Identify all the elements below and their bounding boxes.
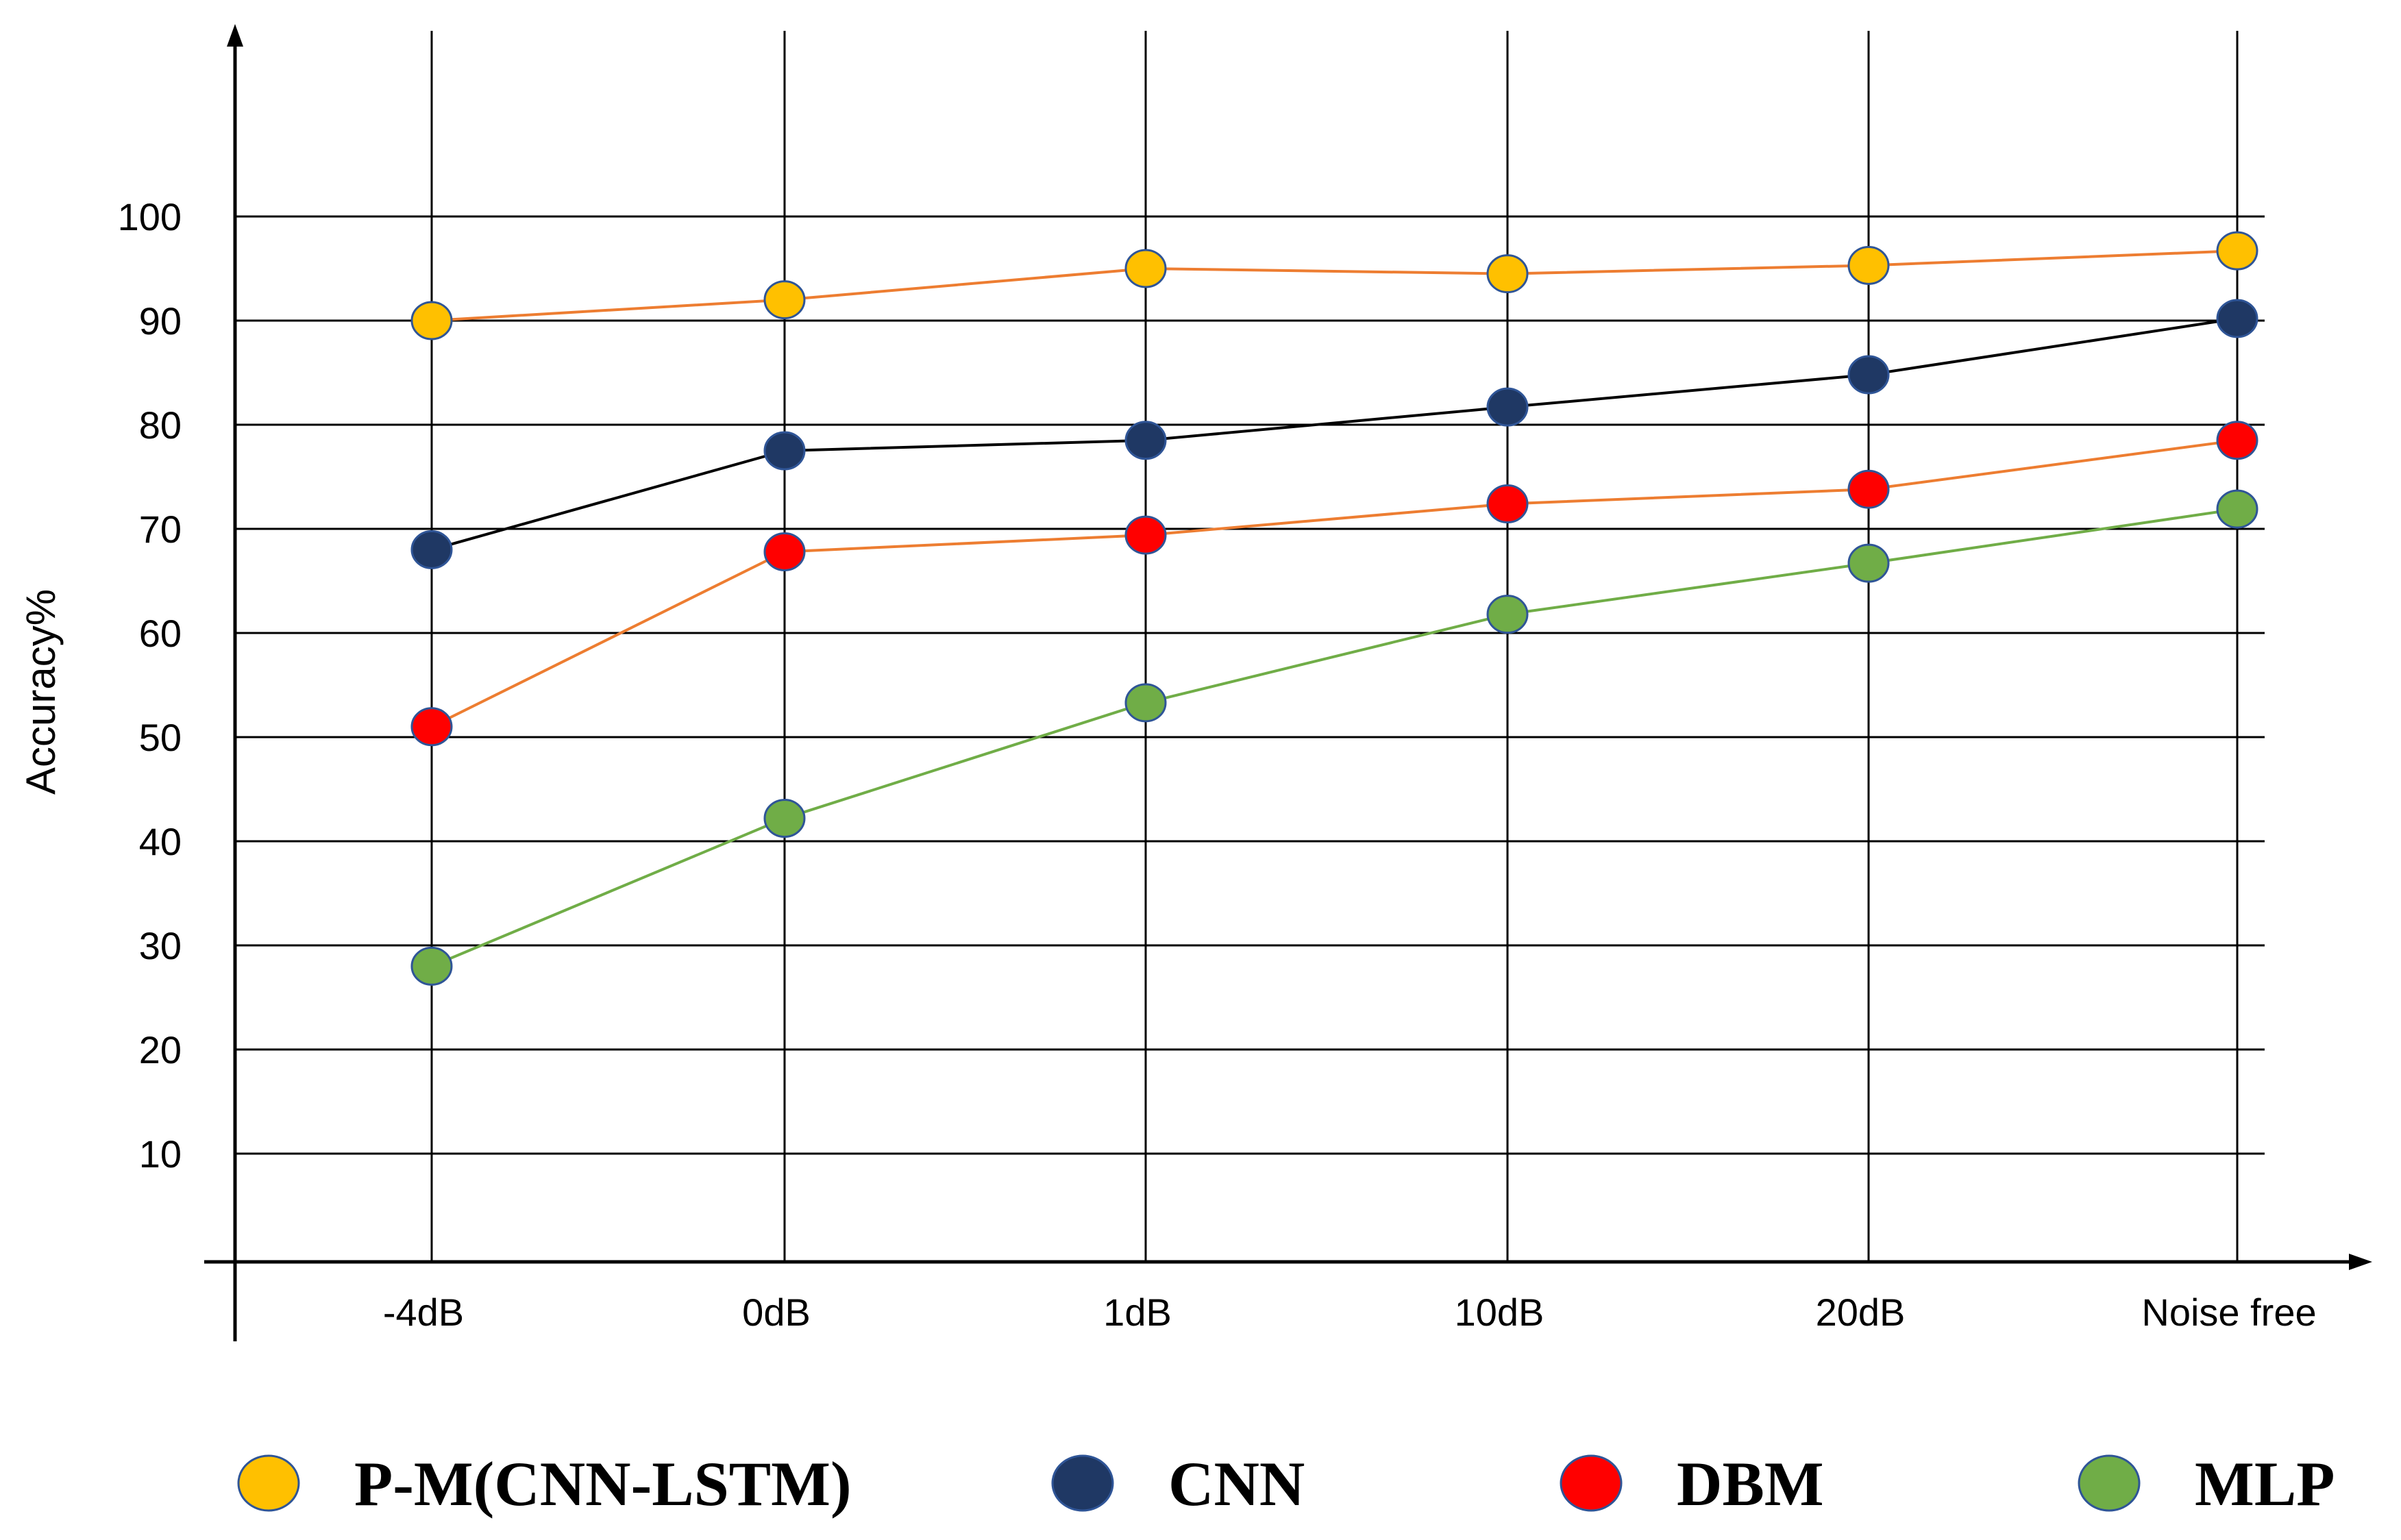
- series-3: [410, 489, 2258, 986]
- data-point: [410, 301, 453, 340]
- y-tick-label: 70: [139, 508, 182, 551]
- data-point: [2216, 489, 2258, 529]
- y-tick-label: 90: [139, 299, 182, 343]
- data-point: [763, 280, 806, 320]
- axes: [204, 24, 2372, 1341]
- y-tick-label: 10: [139, 1132, 182, 1176]
- legend-label: CNN: [1168, 1449, 1305, 1519]
- data-point: [1124, 421, 1167, 460]
- legend-label: MLP: [2195, 1449, 2335, 1519]
- y-tick-label: 60: [139, 612, 182, 655]
- series-line: [431, 438, 2238, 728]
- y-tick-label: 80: [139, 403, 182, 447]
- y-tick-label: 40: [139, 820, 182, 863]
- x-tick-labels: -4dB 0dB 1dB 10dB 20dB Noise free: [383, 1291, 2317, 1334]
- series-line: [431, 316, 2238, 551]
- legend-item: MLP: [2078, 1449, 2335, 1519]
- data-point: [763, 431, 806, 471]
- data-point: [1486, 595, 1529, 634]
- data-point: [410, 707, 453, 747]
- y-tick-label: 50: [139, 716, 182, 759]
- data-point: [1124, 249, 1167, 288]
- y-tick-label: 30: [139, 924, 182, 967]
- data-point: [1486, 484, 1529, 524]
- legend-label: DBM: [1677, 1449, 1824, 1519]
- data-point: [1847, 245, 1890, 285]
- data-point: [2216, 421, 2258, 460]
- y-tick-label: 100: [118, 195, 182, 238]
- series: [410, 231, 2258, 986]
- data-point: [1847, 469, 1890, 509]
- data-point: [1847, 543, 1890, 583]
- legend: P-M(CNN-LSTM) CNN DBM MLP: [237, 1449, 2335, 1519]
- grid: [235, 31, 2265, 1262]
- series-2: [410, 421, 2258, 747]
- y-tick-labels: 10 20 30 40 50 60 70 80 90 100: [118, 195, 182, 1176]
- legend-item: CNN: [1051, 1449, 1305, 1519]
- data-point: [2216, 231, 2258, 271]
- x-tick-label: 0dB: [742, 1291, 811, 1334]
- data-point: [1486, 387, 1529, 427]
- x-tick-label: -4dB: [383, 1291, 464, 1334]
- x-tick-label: 1dB: [1103, 1291, 1172, 1334]
- data-point: [1486, 254, 1529, 294]
- series-line: [431, 508, 2238, 968]
- data-point: [410, 530, 453, 569]
- x-tick-label: 10dB: [1455, 1291, 1544, 1334]
- x-axis-arrow: [2349, 1254, 2372, 1270]
- legend-marker: [237, 1454, 300, 1512]
- legend-marker: [1051, 1454, 1114, 1512]
- data-point: [1124, 515, 1167, 555]
- legend-marker: [1560, 1454, 1623, 1512]
- x-tick-label: Noise free: [2141, 1291, 2316, 1334]
- data-point: [763, 532, 806, 571]
- y-axis-arrow: [227, 24, 243, 47]
- legend-item: DBM: [1560, 1449, 1824, 1519]
- legend-item: P-M(CNN-LSTM): [237, 1449, 852, 1519]
- data-point: [763, 799, 806, 839]
- x-tick-label: 20dB: [1816, 1291, 1906, 1334]
- data-point: [2216, 299, 2258, 338]
- legend-label: P-M(CNN-LSTM): [354, 1449, 852, 1519]
- series-line: [431, 249, 2238, 322]
- legend-marker: [2078, 1454, 2141, 1512]
- y-tick-label: 20: [139, 1028, 182, 1071]
- data-point: [410, 946, 453, 986]
- series-0: [410, 231, 2258, 340]
- series-1: [410, 299, 2258, 569]
- data-point: [1124, 683, 1167, 723]
- data-point: [1847, 355, 1890, 395]
- y-axis-label: Accuracy%: [18, 589, 64, 795]
